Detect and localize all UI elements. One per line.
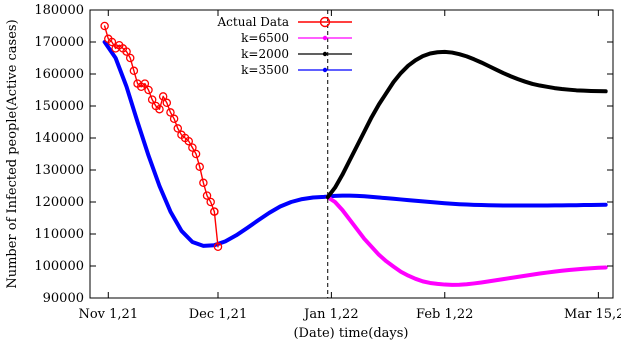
data-point: [158, 92, 168, 101]
y-tick-label: 130000: [34, 163, 84, 178]
y-tick-label: 110000: [34, 227, 84, 242]
x-tick-label: Dec 1,21: [189, 307, 247, 322]
x-axis-title: (Date) time(days): [293, 326, 408, 341]
y-tick-label: 90000: [43, 291, 84, 306]
y-tick-label: 120000: [34, 195, 84, 210]
data-point: [122, 47, 131, 56]
data-point: [162, 98, 172, 108]
data-point: [191, 149, 201, 159]
series-line-actual-data-last-point: [213, 210, 219, 248]
y-tick-label: 100000: [34, 259, 84, 274]
data-point: [140, 79, 150, 88]
y-tick-label: 150000: [34, 99, 84, 114]
series-layer: [100, 21, 608, 287]
series-line-actual-data: [103, 25, 216, 213]
legend-marker: [322, 51, 328, 57]
data-point: [166, 108, 175, 117]
legend: Actual Data k=6500 k=2000 k=3500: [217, 15, 352, 77]
data-point: [129, 66, 139, 76]
ticks-layer: 90000 100000 110000 120000 130000 140000 15000…: [34, 3, 621, 322]
series-line-k-3500: [102, 40, 608, 248]
legend-marker: [322, 35, 328, 41]
data-point: [188, 143, 197, 152]
legend-label: Actual Data: [217, 15, 290, 29]
x-tick-label: Feb 1,22: [416, 307, 473, 322]
x-tick-label: Mar 15,22: [564, 307, 621, 322]
y-tick-label: 140000: [34, 131, 84, 146]
data-point: [169, 114, 179, 124]
y-tick-label: 170000: [34, 35, 84, 50]
legend-label: k=3500: [241, 63, 289, 77]
legend-label: k=2000: [241, 47, 289, 61]
y-axis-title: Number of Infected people(Active cases): [5, 19, 20, 288]
data-point: [144, 85, 153, 95]
data-point: [206, 197, 215, 207]
x-tick-label: Nov 1,21: [78, 307, 138, 322]
legend-marker: [322, 67, 328, 73]
data-point: [199, 178, 208, 188]
data-point: [213, 242, 223, 252]
data-point: [210, 207, 219, 216]
data-point: [155, 104, 164, 114]
data-point: [173, 124, 183, 133]
data-point: [184, 136, 193, 146]
y-tick-label: 180000: [34, 3, 84, 18]
series-line-k-6500: [325, 195, 608, 287]
legend-label: k=6500: [241, 31, 289, 45]
data-point: [107, 37, 117, 47]
series-line-k-2000: [325, 49, 608, 200]
y-tick-label: 160000: [34, 67, 84, 82]
data-point: [195, 162, 204, 172]
data-point: [202, 191, 212, 200]
x-tick-label: Jan 1,22: [302, 307, 358, 322]
data-point: [147, 95, 157, 104]
data-point: [125, 53, 135, 63]
legend-marker: [319, 16, 331, 28]
data-point: [100, 21, 109, 31]
plot-frame: [89, 9, 614, 299]
